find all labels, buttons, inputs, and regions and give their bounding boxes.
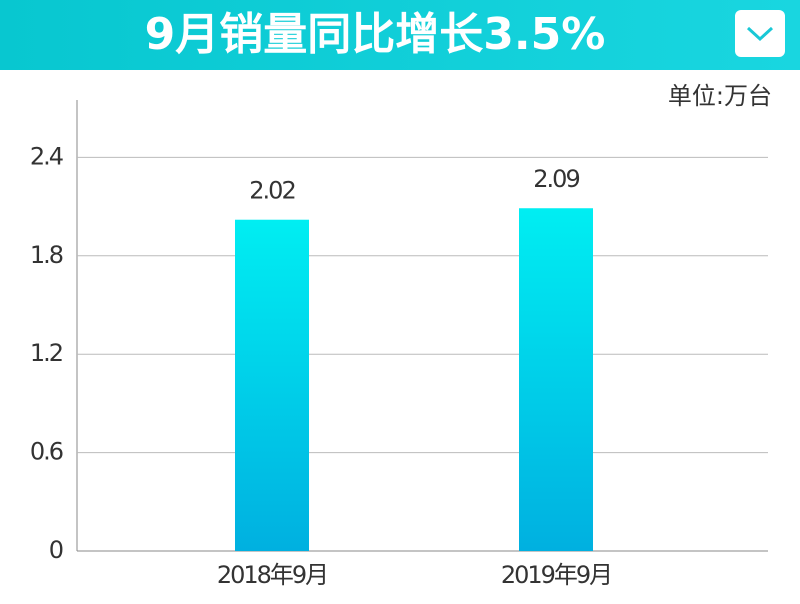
- x-tick-label: 2019年9月: [501, 561, 611, 589]
- header-bar: [0, 0, 800, 70]
- y-tick-label: 1.8: [30, 241, 63, 269]
- value-label: 2.09: [533, 165, 579, 193]
- y-tick-label: 2.4: [30, 142, 63, 170]
- y-tick-label: 0: [49, 536, 63, 564]
- bar: [519, 208, 593, 552]
- unit-label: 单位:万台: [668, 82, 772, 110]
- x-tick-label: 2018年9月: [217, 561, 327, 589]
- y-tick-label: 0.6: [30, 438, 63, 466]
- y-tick-label: 1.2: [30, 339, 62, 367]
- chart-title: 9月销量同比增长3.5%: [145, 9, 606, 60]
- dropdown-box[interactable]: [735, 10, 785, 57]
- chevron-icon[interactable]: [746, 26, 774, 42]
- value-label: 2.02: [249, 177, 294, 205]
- bar: [235, 219, 309, 551]
- dropdown-button[interactable]: [735, 10, 785, 57]
